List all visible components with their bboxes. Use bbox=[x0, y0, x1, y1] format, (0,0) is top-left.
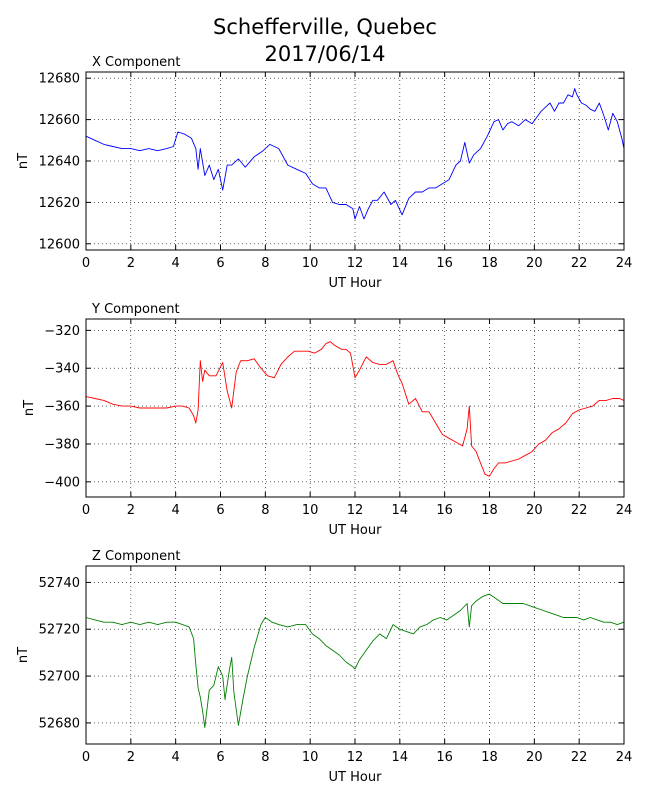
z-xtick-label: 12 bbox=[347, 750, 364, 765]
x-xtick-label: 18 bbox=[481, 256, 498, 271]
y-xtick-label: 8 bbox=[261, 503, 269, 518]
y-ytick-label: −360 bbox=[44, 400, 80, 415]
figure-title-line2: 2017/06/14 bbox=[264, 42, 385, 66]
y-xtick-label: 22 bbox=[571, 503, 588, 518]
z-component-series-line bbox=[85, 593, 625, 729]
y-xtick-label: 4 bbox=[172, 503, 180, 518]
y-xtick-label: 6 bbox=[216, 503, 224, 518]
x-xtick-label: 4 bbox=[172, 256, 180, 271]
z-xtick-label: 0 bbox=[82, 750, 90, 765]
z-ytick-label: 52740 bbox=[39, 576, 80, 591]
z-xtick-label: 2 bbox=[127, 750, 135, 765]
y-yaxis-label: nT bbox=[22, 400, 37, 416]
x-xtick-label: 8 bbox=[261, 256, 269, 271]
y-xtick-label: 16 bbox=[436, 503, 453, 518]
x-component-title: X Component bbox=[92, 55, 181, 70]
y-component-title: Y Component bbox=[91, 302, 180, 317]
x-ytick-label: 12660 bbox=[39, 113, 80, 128]
z-component-title: Z Component bbox=[92, 549, 181, 564]
x-xtick-label: 6 bbox=[216, 256, 224, 271]
z-ytick-label: 52720 bbox=[39, 623, 80, 638]
z-xtick-label: 20 bbox=[526, 750, 543, 765]
z-xtick-label: 10 bbox=[302, 750, 319, 765]
z-xtick-label: 6 bbox=[216, 750, 224, 765]
z-ytick-label: 52700 bbox=[39, 670, 80, 685]
z-xaxis-label: UT Hour bbox=[329, 770, 383, 785]
y-xtick-label: 0 bbox=[82, 503, 90, 518]
x-ytick-label: 12600 bbox=[39, 237, 80, 252]
z-xtick-label: 8 bbox=[261, 750, 269, 765]
y-xtick-label: 2 bbox=[127, 503, 135, 518]
y-ytick-label: −380 bbox=[44, 437, 80, 452]
figure-title-line1: Schefferville, Quebec bbox=[213, 15, 437, 39]
x-xtick-label: 16 bbox=[436, 256, 453, 271]
x-xtick-label: 14 bbox=[392, 256, 409, 271]
y-xaxis-label: UT Hour bbox=[329, 523, 383, 538]
y-ytick-label: −320 bbox=[44, 324, 80, 339]
x-xtick-label: 10 bbox=[302, 256, 319, 271]
y-grid bbox=[86, 319, 624, 497]
z-grid bbox=[86, 566, 624, 744]
x-xtick-label: 22 bbox=[571, 256, 588, 271]
y-xtick-label: 14 bbox=[392, 503, 409, 518]
z-xtick-label: 14 bbox=[392, 750, 409, 765]
x-yaxis-label: nT bbox=[16, 153, 31, 169]
y-ytick-label: −340 bbox=[44, 362, 80, 377]
z-xtick-label: 22 bbox=[571, 750, 588, 765]
x-xtick-label: 12 bbox=[347, 256, 364, 271]
x-ytick-label: 12620 bbox=[39, 196, 80, 211]
z-ytick-label: 52680 bbox=[39, 716, 80, 731]
z-xtick-label: 16 bbox=[436, 750, 453, 765]
y-xtick-label: 18 bbox=[481, 503, 498, 518]
x-ytick-label: 12680 bbox=[39, 72, 80, 87]
y-xtick-label: 20 bbox=[526, 503, 543, 518]
x-component-series-line bbox=[85, 88, 625, 220]
y-ytick-label: −400 bbox=[44, 475, 80, 490]
x-xtick-label: 2 bbox=[127, 256, 135, 271]
x-xaxis-label: UT Hour bbox=[329, 276, 383, 291]
z-xtick-label: 4 bbox=[172, 750, 180, 765]
x-xtick-label: 20 bbox=[526, 256, 543, 271]
z-yaxis-label: nT bbox=[16, 647, 31, 663]
y-xtick-label: 24 bbox=[616, 503, 633, 518]
x-ytick-label: 12640 bbox=[39, 155, 80, 170]
z-xtick-label: 24 bbox=[616, 750, 633, 765]
y-xtick-label: 10 bbox=[302, 503, 319, 518]
y-xtick-label: 12 bbox=[347, 503, 364, 518]
x-xtick-label: 0 bbox=[82, 256, 90, 271]
z-xtick-label: 18 bbox=[481, 750, 498, 765]
x-xtick-label: 24 bbox=[616, 256, 633, 271]
y-component-series-line bbox=[85, 341, 625, 477]
x-grid bbox=[86, 72, 624, 250]
